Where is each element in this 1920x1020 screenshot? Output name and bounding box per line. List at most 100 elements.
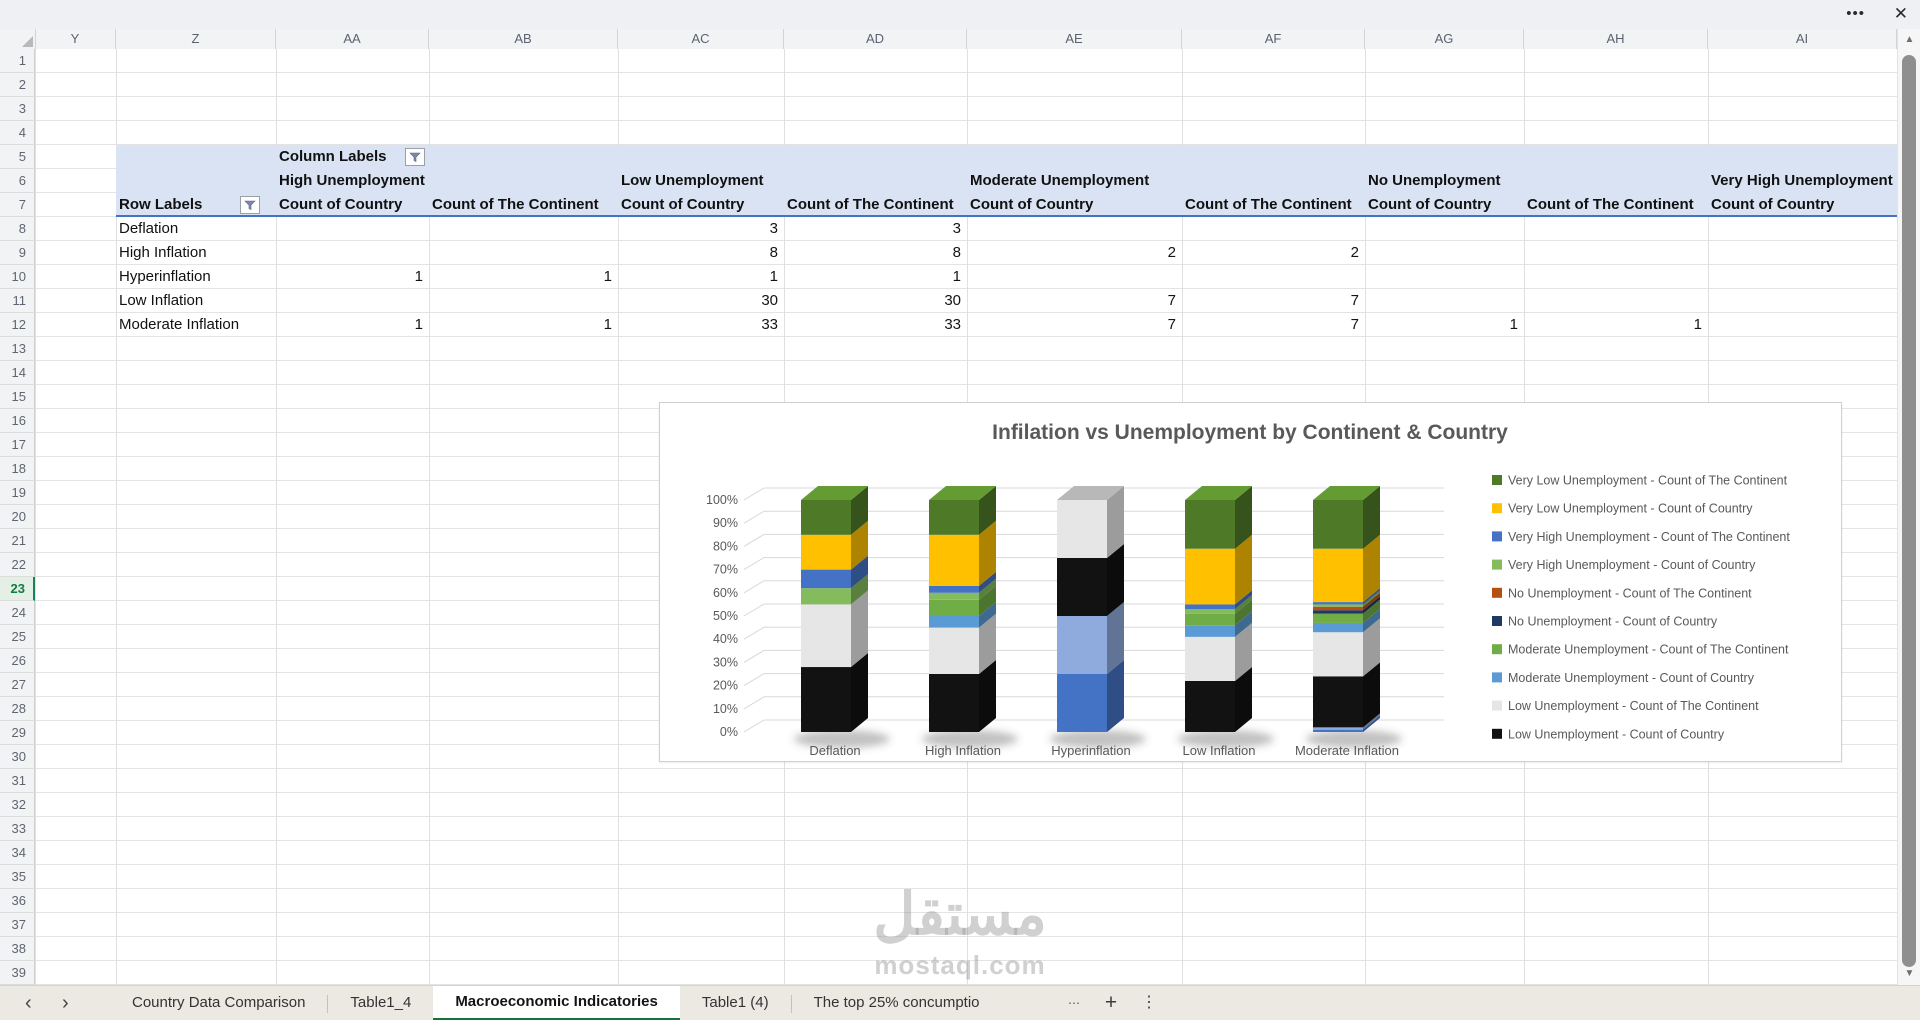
legend-label[interactable]: Low Unemployment - Count of The Continen…: [1508, 699, 1759, 713]
pivot-value-cell[interactable]: 3: [769, 220, 778, 237]
kebab-menu-icon[interactable]: ⋮: [1141, 994, 1157, 1011]
bar-segment[interactable]: [1057, 558, 1107, 616]
row-header-6[interactable]: 6: [0, 169, 35, 193]
scroll-up-icon[interactable]: ▲: [1904, 34, 1915, 45]
bar-segment[interactable]: [801, 588, 851, 605]
window-more-icon[interactable]: •••: [1846, 5, 1865, 22]
row-header-33[interactable]: 33: [0, 817, 35, 841]
row-header-39[interactable]: 39: [0, 961, 35, 985]
pivot-value-cell[interactable]: 1: [769, 268, 778, 285]
pivot-measure-AB[interactable]: Count of The Continent: [432, 196, 599, 213]
row-header-15[interactable]: 15: [0, 385, 35, 409]
pivot-value-cell[interactable]: 30: [761, 292, 778, 309]
row-header-14[interactable]: 14: [0, 361, 35, 385]
row-header-3[interactable]: 3: [0, 97, 35, 121]
bar-segment[interactable]: [1185, 636, 1235, 681]
pivot-group-AG[interactable]: No Unemployment: [1368, 172, 1501, 189]
bar-segment[interactable]: [1313, 602, 1363, 605]
row-header-19[interactable]: 19: [0, 481, 35, 505]
vertical-scroll-thumb[interactable]: [1902, 55, 1916, 967]
bar-segment[interactable]: [801, 500, 851, 535]
column-header-AI[interactable]: AI: [1708, 29, 1897, 49]
bar-segment[interactable]: [929, 534, 979, 586]
row-header-8[interactable]: 8: [0, 217, 35, 241]
bar-segment[interactable]: [929, 599, 979, 616]
row-header-20[interactable]: 20: [0, 505, 35, 529]
row-header-34[interactable]: 34: [0, 841, 35, 865]
legend-swatch[interactable]: [1492, 559, 1502, 570]
bar-segment[interactable]: [929, 674, 979, 732]
pivot-value-cell[interactable]: 7: [1167, 316, 1176, 333]
bar-segment[interactable]: [1313, 606, 1363, 611]
row-header-31[interactable]: 31: [0, 769, 35, 793]
pivot-value-cell[interactable]: 2: [1167, 244, 1176, 261]
legend-swatch[interactable]: [1492, 503, 1502, 514]
bar-segment[interactable]: [1185, 625, 1235, 637]
pivot-row-label[interactable]: Low Inflation: [119, 292, 204, 309]
legend-swatch[interactable]: [1492, 475, 1502, 485]
pivot-measure-AI[interactable]: Count of Country: [1711, 196, 1835, 213]
pivot-measure-AG[interactable]: Count of Country: [1368, 196, 1492, 213]
bar-segment[interactable]: [1313, 729, 1363, 732]
pivot-group-AE[interactable]: Moderate Unemployment: [970, 172, 1150, 189]
legend-swatch[interactable]: [1492, 531, 1502, 542]
legend-label[interactable]: Low Unemployment - Count of Country: [1508, 727, 1725, 741]
pivot-row-labels[interactable]: Row Labels: [119, 196, 203, 213]
bar-segment[interactable]: [801, 667, 851, 732]
legend-swatch[interactable]: [1492, 644, 1502, 655]
pivot-value-cell[interactable]: 7: [1350, 316, 1359, 333]
row-labels-filter-button[interactable]: [240, 196, 260, 214]
legend-swatch[interactable]: [1492, 672, 1502, 683]
pivot-value-cell[interactable]: 1: [603, 268, 612, 285]
row-header-27[interactable]: 27: [0, 673, 35, 697]
bar-segment[interactable]: [801, 604, 851, 668]
column-header-AH[interactable]: AH: [1524, 29, 1708, 49]
pivot-value-cell[interactable]: 7: [1350, 292, 1359, 309]
chart-title[interactable]: Infilation vs Unemployment by Continent …: [992, 421, 1508, 444]
add-sheet-icon[interactable]: +: [1104, 991, 1118, 1014]
legend-swatch[interactable]: [1492, 700, 1502, 711]
column-header-AG[interactable]: AG: [1365, 29, 1524, 49]
bar-segment[interactable]: [801, 569, 851, 589]
bar-segment[interactable]: [929, 627, 979, 674]
pivot-value-cell[interactable]: 30: [944, 292, 961, 309]
pivot-group-AC[interactable]: Low Unemployment: [621, 172, 764, 189]
row-header-32[interactable]: 32: [0, 793, 35, 817]
row-header-4[interactable]: 4: [0, 121, 35, 145]
pivot-chart[interactable]: Infilation vs Unemployment by Continent …: [659, 402, 1842, 762]
bar-segment[interactable]: [1313, 500, 1363, 549]
pivot-value-cell[interactable]: 1: [1509, 316, 1518, 333]
pivot-value-cell[interactable]: 33: [944, 316, 961, 333]
pivot-value-cell[interactable]: 1: [1693, 316, 1702, 333]
select-all-corner[interactable]: [0, 29, 36, 49]
vertical-scrollbar[interactable]: ▲ ▼: [1897, 29, 1920, 985]
pivot-value-cell[interactable]: 8: [769, 244, 778, 261]
row-header-35[interactable]: 35: [0, 865, 35, 889]
bar-segment[interactable]: [1313, 676, 1363, 728]
pivot-column-labels[interactable]: Column Labels: [279, 148, 387, 165]
bar-segment[interactable]: [1185, 604, 1235, 610]
pivot-value-cell[interactable]: 1: [603, 316, 612, 333]
pivot-value-cell[interactable]: 2: [1350, 244, 1359, 261]
pivot-value-cell[interactable]: 33: [761, 316, 778, 333]
bar-segment[interactable]: [1313, 727, 1363, 730]
pivot-row-label[interactable]: High Inflation: [119, 244, 207, 261]
bar-segment[interactable]: [929, 616, 979, 628]
pivot-measure-AD[interactable]: Count of The Continent: [787, 196, 954, 213]
column-header-Z[interactable]: Z: [116, 29, 276, 49]
row-header-25[interactable]: 25: [0, 625, 35, 649]
scroll-down-icon[interactable]: ▼: [1904, 968, 1915, 979]
column-header-AC[interactable]: AC: [618, 29, 784, 49]
pivot-measure-AH[interactable]: Count of The Continent: [1527, 196, 1694, 213]
pivot-value-cell[interactable]: 8: [952, 244, 961, 261]
pivot-measure-AF[interactable]: Count of The Continent: [1185, 196, 1352, 213]
column-labels-filter-button[interactable]: [405, 148, 425, 166]
legend-swatch[interactable]: [1492, 616, 1502, 626]
row-header-7[interactable]: 7: [0, 193, 35, 217]
bar-segment[interactable]: [1313, 610, 1363, 614]
row-header-22[interactable]: 22: [0, 553, 35, 577]
row-header-10[interactable]: 10: [0, 265, 35, 289]
column-header-AF[interactable]: AF: [1182, 29, 1365, 49]
bar-segment[interactable]: [1313, 548, 1363, 603]
pivot-row-label[interactable]: Moderate Inflation: [119, 316, 240, 333]
